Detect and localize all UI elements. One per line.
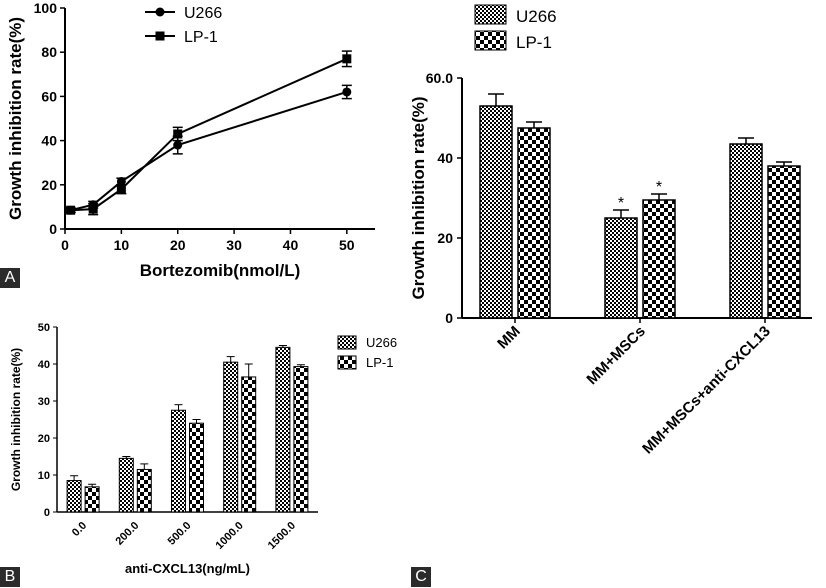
y-tick-label: 0 — [445, 310, 453, 326]
series-line — [70, 91, 348, 212]
y-tick-label: 20 — [41, 177, 57, 193]
legend-marker — [155, 7, 165, 17]
bar — [479, 105, 513, 319]
y-axis-label: Growth inhibition rate(%) — [9, 348, 23, 491]
data-point — [173, 129, 183, 139]
x-tick-label: 20 — [170, 237, 186, 253]
y-tick-label: 0 — [44, 507, 50, 519]
y-tick-label: 60.0 — [426, 70, 453, 86]
legend-swatch — [474, 30, 507, 51]
legend-label: U266 — [184, 5, 222, 22]
bar — [729, 143, 763, 319]
data-point — [116, 176, 126, 186]
x-tick-label: 500.0 — [166, 520, 194, 548]
y-tick-label: 40 — [41, 133, 57, 149]
bar — [118, 457, 134, 513]
data-point — [173, 140, 183, 150]
y-tick-label: 40 — [437, 150, 453, 166]
x-tick-label: 10 — [114, 237, 130, 253]
bar — [293, 366, 309, 513]
x-tick-label: 1500.0 — [266, 520, 298, 552]
x-tick-label: 1000.0 — [214, 520, 246, 552]
bar — [241, 376, 257, 513]
legend-label: U266 — [366, 335, 397, 350]
data-point — [88, 204, 98, 214]
x-tick-label: 0 — [61, 237, 69, 253]
y-axis-label: Growth inhibition rate(%) — [409, 96, 428, 299]
bar — [66, 480, 82, 513]
legend-label: U266 — [516, 7, 557, 26]
y-tick-label: 30 — [38, 396, 50, 408]
legend-marker — [155, 31, 165, 41]
x-tick-label: MM+MSCs — [583, 323, 648, 388]
y-tick-label: 10 — [38, 470, 50, 482]
y-tick-label: 20 — [437, 230, 453, 246]
bar — [136, 468, 152, 513]
data-point — [66, 205, 76, 215]
bar — [642, 199, 676, 319]
legend-swatch — [337, 335, 357, 350]
y-tick-label: 40 — [38, 359, 50, 371]
y-tick-label: 50 — [38, 322, 50, 334]
bar — [84, 486, 100, 513]
x-tick-label: 30 — [226, 237, 242, 253]
x-tick-label: 40 — [283, 237, 299, 253]
legend-swatch — [337, 355, 357, 370]
chart-a: 0 20 40 60 80 100 0 10 20 30 40 50 Bortezomib(nmol/L… — [6, 0, 375, 280]
bar — [517, 127, 551, 319]
y-tick-label: 20 — [38, 433, 50, 445]
bar — [189, 422, 204, 513]
x-axis-label: anti-CXCL13(ng/mL) — [125, 561, 250, 576]
y-tick-label: 100 — [34, 0, 58, 16]
x-tick-label: MM+MSCs+anti-CXCL13 — [639, 323, 774, 458]
bar — [171, 409, 186, 513]
panel-label-c: C — [411, 567, 431, 587]
panel-label-a: A — [0, 268, 20, 288]
y-tick-label: 60 — [41, 88, 57, 104]
legend-label: LP-1 — [366, 355, 393, 370]
x-tick-label: 200.0 — [113, 520, 141, 548]
x-axis-label: Bortezomib(nmol/L) — [140, 261, 301, 280]
legend-swatch — [474, 4, 507, 25]
y-axis-label: Growth inhibition rate(%) — [6, 17, 25, 220]
x-tick-label: MM — [494, 323, 524, 353]
y-tick-label: 80 — [41, 44, 57, 60]
y-tick-label: 0 — [49, 221, 57, 237]
data-point — [342, 54, 352, 64]
data-point — [342, 87, 352, 97]
legend-label: LP-1 — [184, 29, 218, 46]
panel-label-b: B — [0, 567, 20, 587]
bar — [604, 217, 638, 319]
data-point — [116, 184, 126, 194]
bar — [275, 346, 291, 513]
significance-mark: * — [656, 179, 662, 196]
bar — [223, 361, 239, 513]
x-tick-label: 50 — [339, 237, 355, 253]
x-tick-label: 0.0 — [70, 520, 89, 539]
legend-label: LP-1 — [516, 33, 552, 52]
significance-mark: * — [618, 195, 624, 212]
bar — [767, 165, 801, 319]
